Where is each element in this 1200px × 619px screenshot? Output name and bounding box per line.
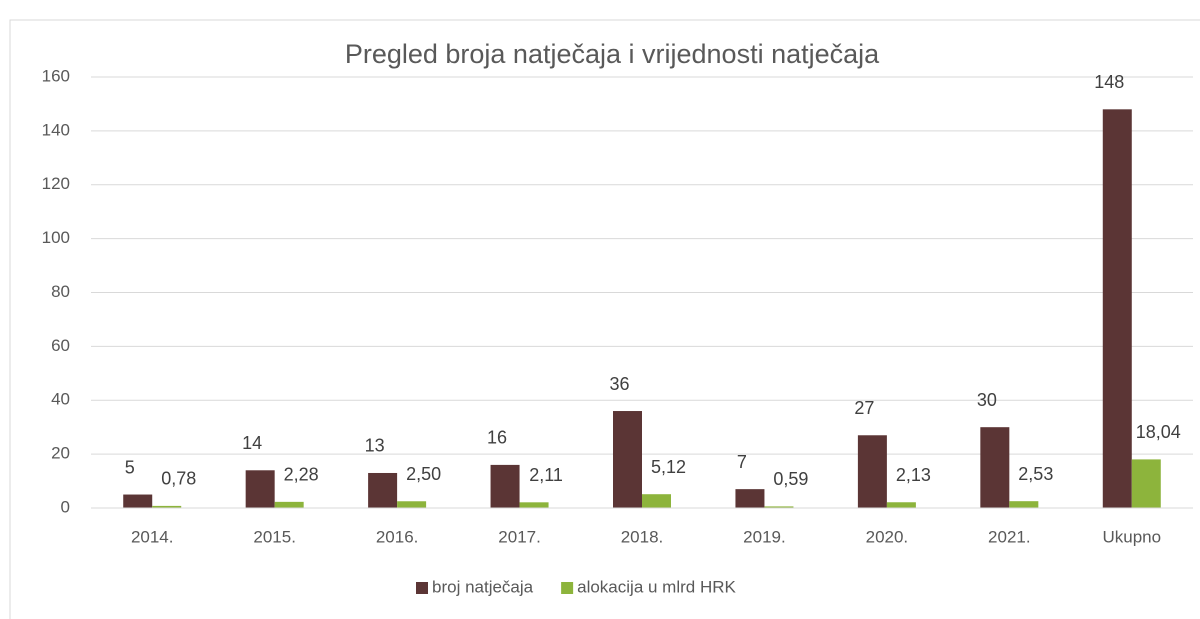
legend-label: broj natječaja — [432, 577, 534, 596]
bar — [490, 464, 520, 508]
y-tick-label: 140 — [42, 120, 70, 139]
y-tick-label: 40 — [51, 390, 70, 409]
x-tick-label: 2016. — [376, 527, 419, 546]
legend-label: alokacija u mlrd HRK — [577, 577, 736, 596]
data-label: 16 — [487, 428, 507, 448]
bar — [764, 506, 794, 508]
bar — [1131, 459, 1161, 508]
bar — [123, 494, 153, 508]
bar — [245, 470, 275, 508]
chart-title: Pregled broja natječaja i vrijednosti na… — [345, 39, 880, 69]
data-label: 30 — [977, 390, 997, 410]
y-tick-label: 160 — [42, 66, 70, 85]
data-label: 13 — [365, 436, 385, 456]
data-label: 5,12 — [651, 457, 686, 477]
x-tick-label: 2018. — [621, 527, 664, 546]
bar — [152, 505, 182, 508]
bar — [886, 502, 916, 508]
data-label: 5 — [125, 457, 135, 477]
bar — [368, 472, 398, 508]
data-label: 7 — [737, 452, 747, 472]
data-label: 2,28 — [284, 465, 319, 485]
legend-swatch — [416, 582, 428, 594]
bar — [642, 494, 671, 508]
bar — [274, 501, 304, 508]
y-tick-label: 20 — [51, 444, 70, 463]
y-tick-label: 80 — [51, 282, 70, 301]
data-label: 2,53 — [1018, 464, 1053, 484]
bar — [613, 411, 642, 508]
x-tick-label: 2014. — [131, 527, 174, 546]
data-label: 0,59 — [773, 469, 808, 489]
chart-frame — [9, 19, 1200, 619]
bar — [1102, 109, 1132, 508]
x-tick-label: 2015. — [253, 527, 296, 546]
data-label: 36 — [609, 374, 629, 394]
y-tick-label: 100 — [42, 228, 70, 247]
data-label: 2,50 — [406, 464, 441, 484]
bar — [857, 435, 887, 508]
x-tick-label: 2020. — [866, 527, 909, 546]
bar — [1009, 501, 1039, 508]
data-label: 27 — [854, 398, 874, 418]
bar — [735, 489, 765, 508]
data-label: 2,13 — [896, 465, 931, 485]
bar — [980, 427, 1010, 508]
data-label: 14 — [242, 433, 262, 453]
x-tick-label: Ukupno — [1102, 527, 1161, 546]
y-tick-label: 120 — [42, 174, 70, 193]
legend-swatch — [561, 582, 574, 594]
data-label: 148 — [1094, 72, 1124, 92]
data-label: 18,04 — [1136, 422, 1181, 442]
y-tick-label: 0 — [61, 497, 70, 516]
bar — [519, 502, 549, 508]
x-tick-label: 2019. — [743, 527, 786, 546]
x-tick-label: 2017. — [498, 527, 541, 546]
bar — [397, 501, 427, 508]
y-tick-label: 60 — [51, 336, 70, 355]
x-tick-label: 2021. — [988, 527, 1031, 546]
data-label: 2,11 — [529, 465, 563, 485]
data-label: 0,78 — [161, 469, 196, 489]
